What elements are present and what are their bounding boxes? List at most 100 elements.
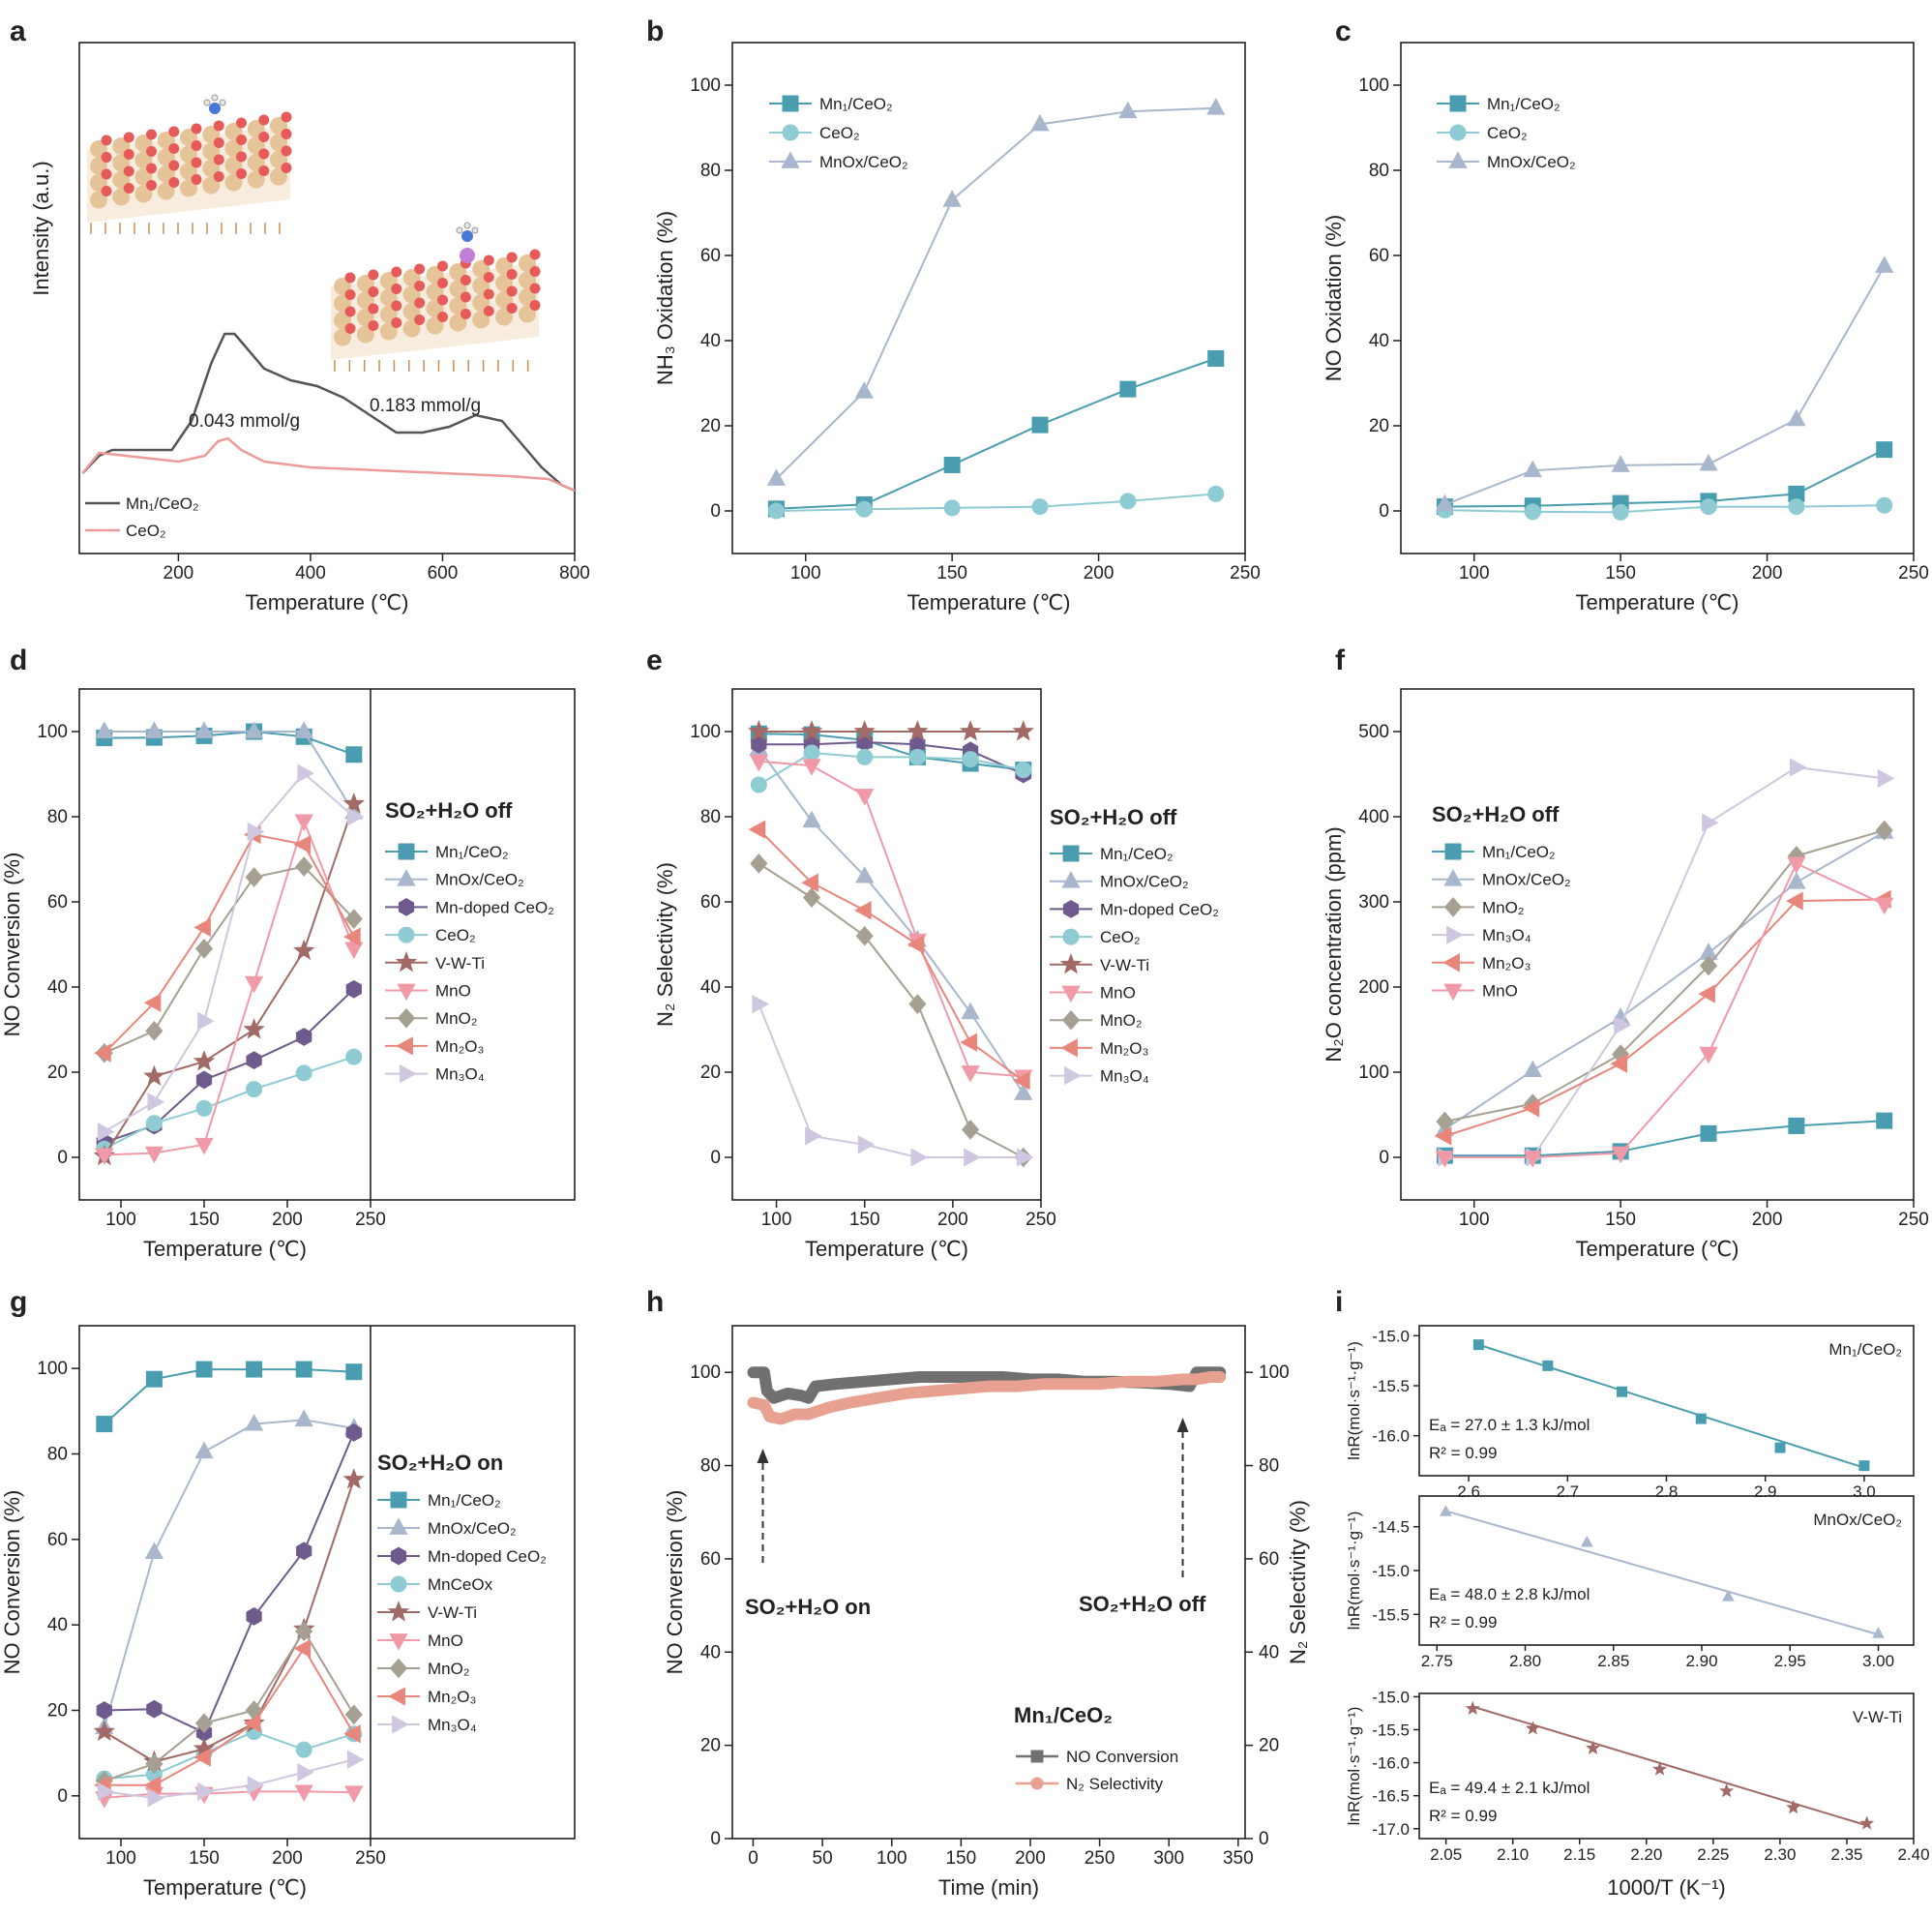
data-point (1612, 503, 1629, 521)
o-atom (391, 300, 402, 312)
legend-marker (397, 869, 416, 886)
y-tick-label: 80 (47, 807, 68, 827)
data-point (294, 1784, 313, 1803)
x-tick-label: 2.05 (1430, 1845, 1462, 1864)
y-tick-label: 0 (57, 1786, 68, 1807)
data-point (343, 1724, 361, 1744)
plot-frame (1400, 42, 1915, 554)
o-atom (483, 306, 494, 316)
data-point (244, 975, 264, 994)
data-point (244, 1413, 264, 1431)
data-point (1030, 113, 1050, 132)
data-point (1789, 758, 1807, 777)
data-point (346, 807, 365, 826)
legend-label: Mn₁/CeO₂ (435, 843, 509, 861)
y-tick-label: -15.5 (1372, 1721, 1410, 1740)
x-axis-label: Time (min) (938, 1875, 1039, 1900)
plot-frame (78, 688, 576, 1201)
y-tick-label: 300 (1358, 892, 1389, 913)
o-atom (168, 126, 180, 137)
x-tick-label: 200 (163, 563, 194, 584)
data-point (96, 1416, 113, 1433)
y-axis-label: NO Conversion (%) (0, 1490, 24, 1675)
series-line (104, 833, 355, 1054)
data-point (295, 1621, 313, 1642)
o-atom (414, 297, 426, 309)
y-axis-label: N₂O concentration (ppm) (1322, 826, 1346, 1062)
o-atom (191, 140, 202, 151)
data-point (1435, 1151, 1455, 1168)
data-point (297, 763, 314, 783)
x-axis-label: Temperature (℃) (1576, 590, 1739, 614)
data-point (342, 1468, 366, 1489)
data-point (752, 994, 769, 1014)
data-point (1014, 1083, 1033, 1100)
x-tick-label: 150 (1605, 1210, 1636, 1230)
fit-line (1445, 1510, 1879, 1636)
panel-e: 100 150 200 250 0 20 40 60 80 100 e Temperature (℃)… (646, 644, 1219, 1261)
panel-label: d (10, 644, 27, 676)
x-tick-label: 200 (272, 1848, 303, 1869)
y-tick-label: 200 (1358, 977, 1389, 998)
legend-label: Mn-doped CeO₂ (435, 898, 554, 916)
o-atom (213, 137, 224, 148)
legend-label: MnCeOx (428, 1575, 493, 1594)
data-point (345, 1423, 362, 1442)
y2-tick-label: 20 (1259, 1736, 1279, 1756)
legend-marker (392, 1715, 409, 1734)
series-line (1444, 265, 1886, 506)
o-atom (344, 306, 356, 317)
data-point (295, 1064, 312, 1082)
n-atom (209, 103, 221, 114)
y-tick-label: 400 (1358, 807, 1389, 827)
legend-label: MnO₂ (435, 1009, 477, 1028)
y-tick-label: -16.0 (1372, 1427, 1410, 1446)
legend-label: Mn₁/CeO₂ (1487, 95, 1560, 113)
y-tick-label: 20 (700, 1063, 721, 1083)
data-point (144, 1542, 164, 1559)
series-line (1444, 448, 1886, 508)
ce-atom (356, 325, 374, 344)
r-squared: R² = 0.99 (1429, 1613, 1497, 1632)
y-tick-label: 80 (47, 1445, 68, 1465)
data-point (96, 1701, 112, 1720)
data-point (94, 1043, 111, 1063)
series-line (104, 865, 355, 1055)
series-line (1443, 830, 1886, 1130)
panel-i3: 2.05 2.10 2.15 2.20 2.25 2.30 2.35 2.40 -15.0 -15… (1345, 1688, 1930, 1900)
o-atom (281, 111, 292, 123)
o-atom (414, 281, 426, 291)
y-tick-label: 40 (47, 1615, 68, 1635)
data-point (296, 1542, 312, 1561)
o-atom (391, 317, 402, 328)
data-point (294, 814, 313, 832)
o-atom (483, 272, 494, 283)
x-tick-label: 150 (189, 1210, 220, 1230)
x-tick-label: 200 (272, 1210, 303, 1230)
y-tick-label: 40 (47, 977, 68, 998)
x-tick-label: 2.85 (1597, 1652, 1629, 1670)
y-tick-label: 80 (1369, 161, 1389, 181)
data-point (344, 1785, 364, 1803)
x-tick-label: 2.6 (1457, 1482, 1480, 1501)
data-point (1876, 1112, 1893, 1129)
x-tick-label: 250 (355, 1210, 386, 1230)
data-point (800, 720, 823, 741)
data-point (1617, 1386, 1628, 1397)
data-point (143, 993, 162, 1012)
data-point (1787, 408, 1806, 427)
series-line (104, 1479, 355, 1763)
o-atom (123, 165, 134, 177)
data-point (1586, 1740, 1601, 1754)
data-point (749, 754, 768, 772)
y-tick-label: 20 (1369, 416, 1389, 436)
annotation-text: 0.043 mmol/g (189, 411, 300, 432)
legend-label: Mn₂O₃ (1482, 954, 1531, 973)
o-atom (506, 303, 518, 314)
data-point (942, 190, 962, 207)
x-tick-label: 2.25 (1697, 1845, 1729, 1864)
x-tick-label: 200 (1752, 563, 1783, 584)
series-line (758, 862, 1025, 1158)
data-point (1788, 1117, 1805, 1134)
o-atom (460, 309, 471, 319)
